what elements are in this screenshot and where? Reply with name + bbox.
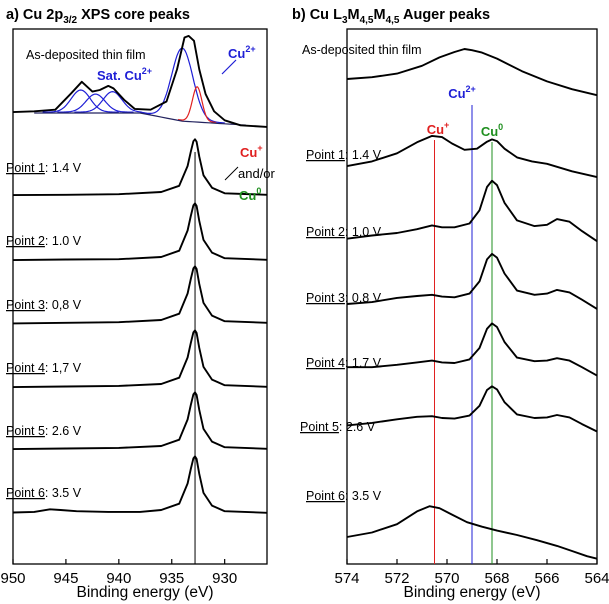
series-line <box>346 48 598 97</box>
panel-a-frame <box>12 28 268 565</box>
andor-annotation: and/or <box>238 166 276 181</box>
peak-arrow <box>224 166 239 181</box>
reference-label: Cu0 <box>481 122 503 139</box>
cu2plus-arrow <box>221 59 237 75</box>
series-line <box>346 505 598 560</box>
series-line <box>12 265 268 325</box>
x-tick-label: 568 <box>484 570 509 587</box>
series-line <box>346 385 598 433</box>
fit-component <box>139 47 225 124</box>
series-label: Point 1: 1.4 V <box>6 161 82 175</box>
panel-b-title: b) Cu L3M4,5M4,5 Auger peaks <box>292 7 490 26</box>
series-label: As-deposited thin film <box>302 43 422 57</box>
series-label: Point 5: 2.6 V <box>300 420 376 434</box>
sat-annotation: Sat. Cu2+ <box>97 66 152 83</box>
series-label: Point 3: 0,8 V <box>6 298 82 312</box>
x-axis-label: Binding energy (eV) <box>77 584 214 601</box>
fit-component <box>178 86 217 123</box>
reference-label: Cu2+ <box>448 84 476 101</box>
x-tick-label: 935 <box>159 570 184 587</box>
series-line <box>12 455 268 514</box>
series-line <box>347 322 598 377</box>
fit-component <box>57 93 134 113</box>
cu2plus-annotation: Cu2+ <box>228 44 256 61</box>
cu0-annotation: Cu0 <box>239 186 261 203</box>
x-axis-label: Binding energy (eV) <box>404 584 541 601</box>
series-label: Point 1: 1.4 V <box>306 148 382 162</box>
reference-label: Cu+ <box>427 120 450 137</box>
panel-a: a) Cu 2p3/2 XPS core peaks 950 945 940 935 93… <box>0 7 275 601</box>
series-label: Point 3: 0.8 V <box>306 291 382 305</box>
x-tick-label: 564 <box>584 570 609 587</box>
series-label: Point 2: 1.0 V <box>6 234 82 248</box>
series-label: Point 4: 1.7 V <box>306 356 382 370</box>
series-line <box>12 138 268 197</box>
series-line <box>346 134 598 179</box>
series-label: Point 2: 1.0 V <box>306 225 382 239</box>
series-label: Point 6: 3.5 V <box>306 489 382 503</box>
x-tick-label: 930 <box>212 570 237 587</box>
fit-component <box>74 90 151 115</box>
x-tick-label: 572 <box>384 570 409 587</box>
panel-b: b) Cu L3M4,5M4,5 Auger peaks 574 572 570 568… <box>292 7 609 601</box>
x-tick-label: 574 <box>334 570 359 587</box>
series-line <box>346 252 598 310</box>
fit-background <box>34 112 246 126</box>
x-tick-label: 945 <box>53 570 78 587</box>
x-tick-label: 570 <box>434 570 459 587</box>
series-line <box>12 391 268 451</box>
panel-a-title: a) Cu 2p3/2 XPS core peaks <box>6 7 190 26</box>
series-line <box>346 179 598 242</box>
series-line <box>12 34 268 128</box>
series-label: Point 5: 2.6 V <box>6 424 82 438</box>
x-tick-label: 940 <box>106 570 131 587</box>
x-tick-label: 950 <box>0 570 25 587</box>
series-line <box>12 329 268 389</box>
cu1plus-annotation: Cu+ <box>240 143 263 160</box>
series-label: Point 6: 3.5 V <box>6 486 82 500</box>
fit-component <box>42 89 119 113</box>
series-line <box>12 202 268 262</box>
x-tick-label: 566 <box>534 570 559 587</box>
series-label: Point 4: 1,7 V <box>6 361 82 375</box>
series-label: As-deposited thin film <box>26 48 146 62</box>
